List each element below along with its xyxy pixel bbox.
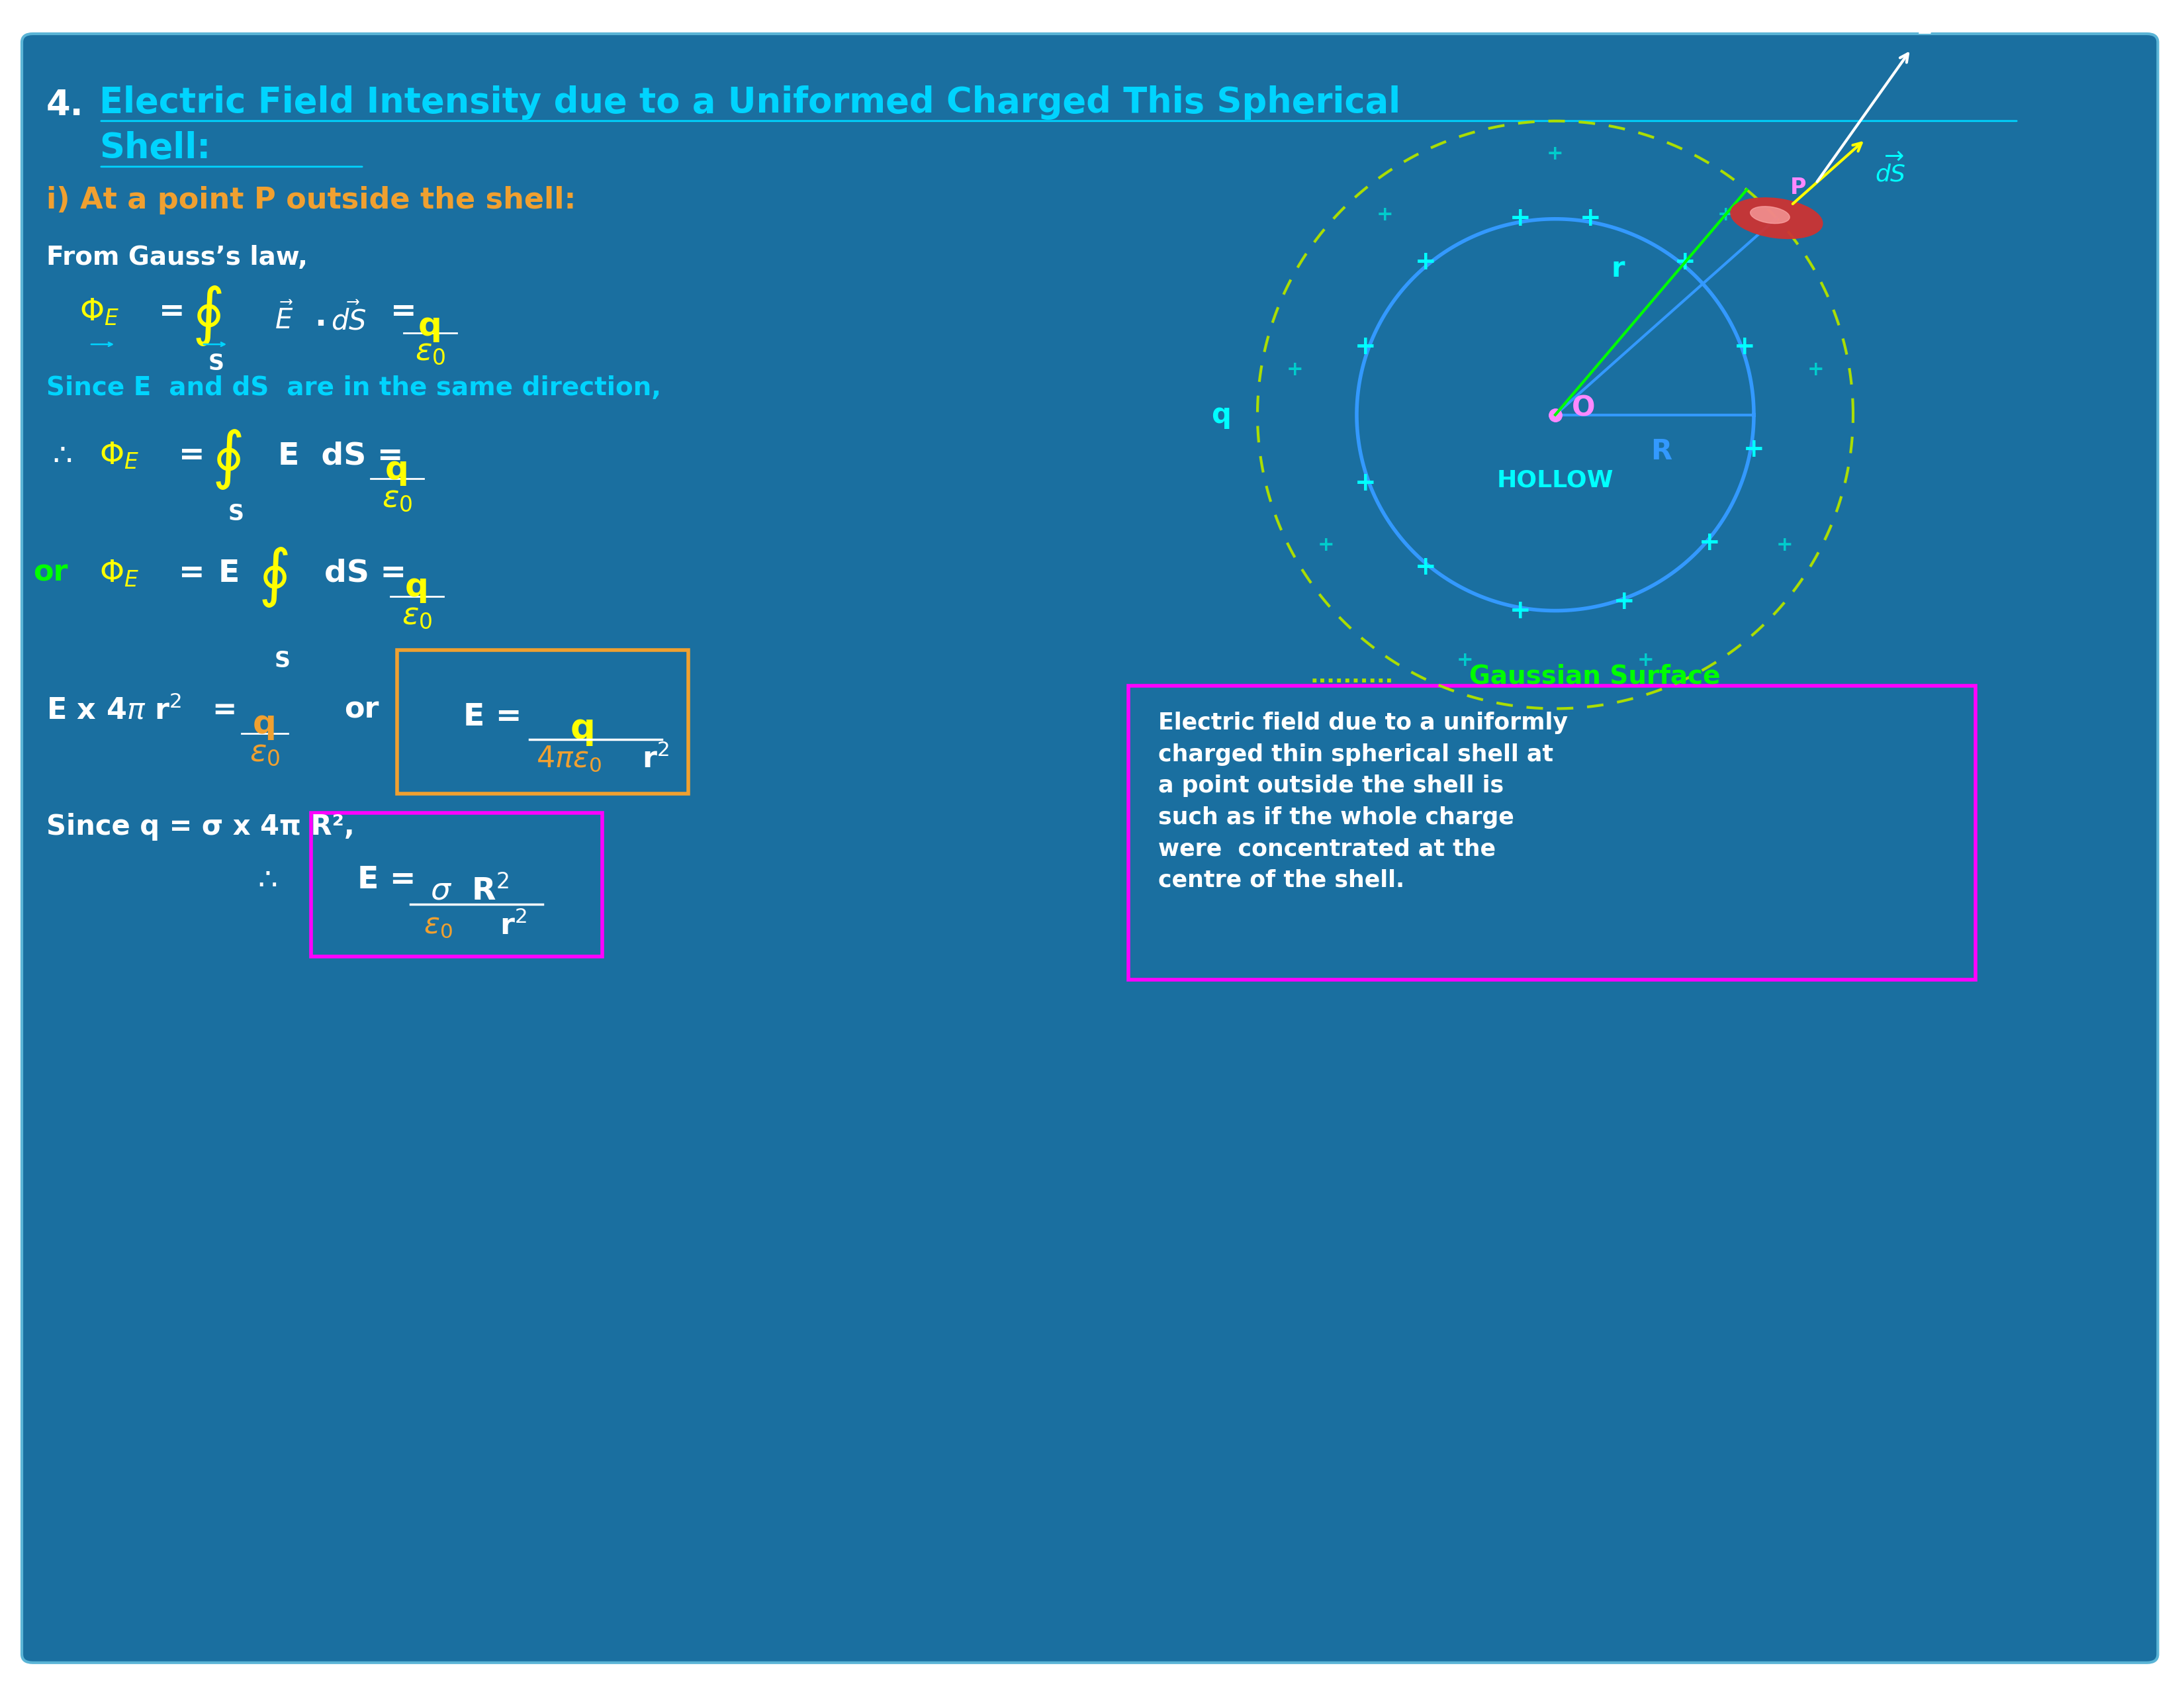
Text: $\varepsilon_0$: $\varepsilon_0$ xyxy=(415,336,446,366)
Text: +: + xyxy=(1638,650,1653,670)
Text: =: = xyxy=(212,695,236,724)
Text: =: = xyxy=(159,297,186,327)
Text: =: = xyxy=(391,297,417,327)
Text: +: + xyxy=(1415,250,1437,275)
Text: r: r xyxy=(1612,255,1625,282)
Circle shape xyxy=(1356,219,1754,611)
Text: +: + xyxy=(1286,360,1304,380)
Text: +: + xyxy=(1415,555,1437,581)
Text: S: S xyxy=(229,503,245,525)
Text: Electric Field Intensity due to a Uniformed Charged This Spherical: Electric Field Intensity due to a Unifor… xyxy=(98,84,1400,120)
Text: +: + xyxy=(1614,589,1636,614)
Text: Since q = σ x 4π R²,: Since q = σ x 4π R², xyxy=(46,814,354,841)
Text: E: E xyxy=(218,559,240,587)
Text: +: + xyxy=(1354,471,1376,496)
Text: ..........: .......... xyxy=(1310,665,1393,687)
Text: q: q xyxy=(570,712,594,746)
Text: .: . xyxy=(314,302,325,333)
Text: or: or xyxy=(33,559,68,587)
Text: +: + xyxy=(1509,598,1531,623)
Text: P: P xyxy=(1791,177,1806,199)
Text: $\varepsilon_0$: $\varepsilon_0$ xyxy=(382,483,413,513)
Text: r$^2$: r$^2$ xyxy=(642,744,668,775)
FancyBboxPatch shape xyxy=(397,650,688,793)
Text: HOLLOW: HOLLOW xyxy=(1496,469,1614,491)
Text: +: + xyxy=(1546,143,1564,164)
Ellipse shape xyxy=(1730,197,1824,238)
Text: +: + xyxy=(1457,650,1474,670)
Text: $\oint$: $\oint$ xyxy=(212,427,242,491)
Text: =: = xyxy=(179,559,205,587)
Text: $\oint$: $\oint$ xyxy=(258,545,288,609)
Text: O: O xyxy=(1572,395,1594,422)
Text: =: = xyxy=(179,441,205,471)
Text: E  dS =: E dS = xyxy=(277,441,404,471)
Text: $\vec{dS}$: $\vec{dS}$ xyxy=(332,302,367,336)
Text: $\varepsilon_0$: $\varepsilon_0$ xyxy=(402,601,432,631)
Text: E x 4$\pi$ r$^2$: E x 4$\pi$ r$^2$ xyxy=(46,695,181,726)
Text: +: + xyxy=(1317,535,1334,555)
Text: +: + xyxy=(1734,334,1756,360)
Text: E =: E = xyxy=(358,866,415,895)
Text: +: + xyxy=(1675,250,1695,275)
Text: $4\pi\varepsilon_0$: $4\pi\varepsilon_0$ xyxy=(535,744,601,773)
Text: +: + xyxy=(1717,206,1734,225)
Text: +: + xyxy=(1579,206,1601,231)
Text: q: q xyxy=(1212,402,1232,429)
Text: $\overrightarrow{E}$: $\overrightarrow{E}$ xyxy=(1918,3,1939,41)
Text: +: + xyxy=(1354,334,1376,360)
Ellipse shape xyxy=(1749,206,1789,223)
Text: 4.: 4. xyxy=(46,88,83,123)
Text: $\Phi_E$: $\Phi_E$ xyxy=(98,441,140,471)
Text: dS =: dS = xyxy=(323,559,406,587)
Text: +: + xyxy=(1743,437,1765,463)
Text: Since E  and dS  are in the same direction,: Since E and dS are in the same direction… xyxy=(46,376,662,400)
Text: q: q xyxy=(384,454,408,486)
Text: +: + xyxy=(1699,530,1721,555)
Text: $\overrightarrow{dS}$: $\overrightarrow{dS}$ xyxy=(1876,152,1907,186)
Text: +: + xyxy=(1808,360,1824,380)
Text: q: q xyxy=(404,572,428,603)
Text: $\therefore$: $\therefore$ xyxy=(46,441,72,471)
Text: q: q xyxy=(419,311,441,343)
Text: From Gauss’s law,: From Gauss’s law, xyxy=(46,245,308,270)
Text: Gaussian Surface: Gaussian Surface xyxy=(1470,663,1721,689)
Text: $\vec{E}$: $\vec{E}$ xyxy=(275,302,293,334)
Text: or: or xyxy=(345,695,378,724)
Text: $\oint$: $\oint$ xyxy=(192,284,223,348)
Text: $\sigma$  R$^2$: $\sigma$ R$^2$ xyxy=(430,874,509,906)
Text: +: + xyxy=(1376,206,1393,225)
Text: q: q xyxy=(253,709,277,741)
Text: i) At a point P outside the shell:: i) At a point P outside the shell: xyxy=(46,186,577,214)
Text: r$^2$: r$^2$ xyxy=(500,912,526,940)
Text: +: + xyxy=(1776,535,1793,555)
Text: $\Phi_E$: $\Phi_E$ xyxy=(98,559,140,589)
Text: R: R xyxy=(1651,437,1671,466)
FancyBboxPatch shape xyxy=(1129,685,1977,979)
Text: +: + xyxy=(1509,206,1531,231)
Text: $\Phi_E$: $\Phi_E$ xyxy=(79,297,120,327)
Text: Shell:: Shell: xyxy=(98,130,210,165)
Text: $\varepsilon_0$: $\varepsilon_0$ xyxy=(249,738,280,768)
Text: $\varepsilon_0$: $\varepsilon_0$ xyxy=(424,912,452,940)
Text: $\therefore$: $\therefore$ xyxy=(251,866,277,895)
Text: S: S xyxy=(275,650,290,672)
Text: S: S xyxy=(207,353,225,375)
Text: Electric field due to a uniformly
charged thin spherical shell at
a point outsid: Electric field due to a uniformly charge… xyxy=(1158,712,1568,891)
Text: E =: E = xyxy=(463,702,522,733)
FancyBboxPatch shape xyxy=(310,814,603,957)
